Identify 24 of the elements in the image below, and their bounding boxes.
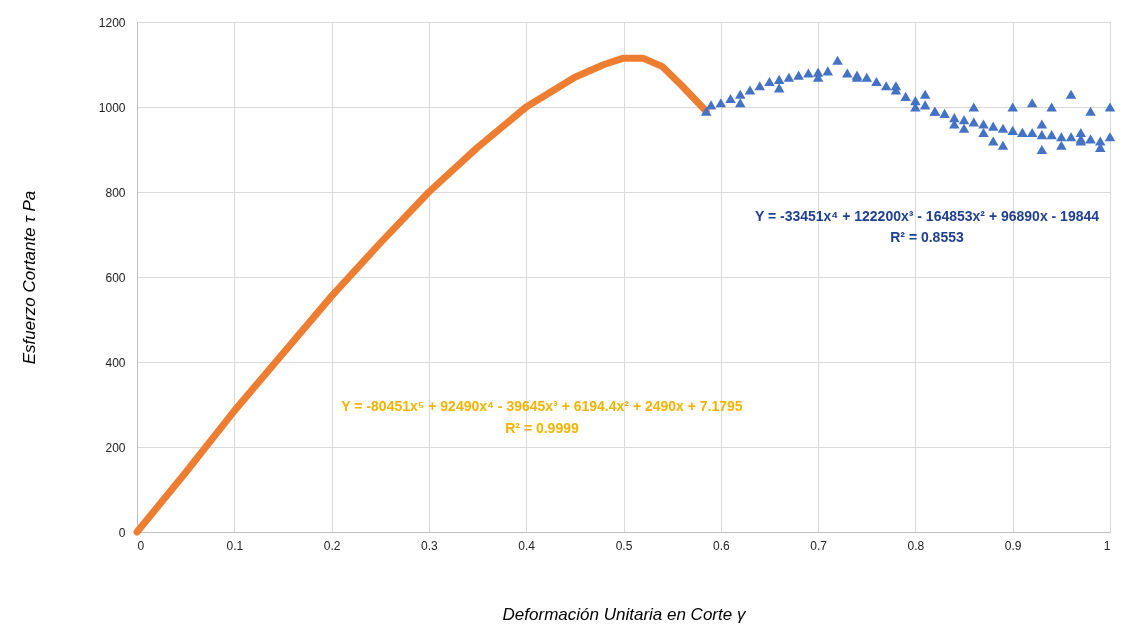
x-tick-label: 0.7 <box>810 538 828 553</box>
y-tick-label: 0 <box>118 525 126 540</box>
x-tick-label: 1 <box>1103 538 1111 553</box>
annotation: Y = -80451x⁵ + 92490x⁴ - 39645x³ + 6194.4x² + 2490x + 7.1795 <box>341 398 743 414</box>
x-axis-title: Deformación Unitaria en Corte γ <box>502 604 747 624</box>
x-tick-label: 0.5 <box>615 538 633 553</box>
annotation: R² = 0.9999 <box>505 420 579 436</box>
x-tick-label: 0.4 <box>518 538 536 553</box>
x-tick-label: 0.9 <box>1004 538 1022 553</box>
y-axis-title: Esfuerzo Cortante τ Pa <box>19 190 39 365</box>
y-tick-label: 800 <box>105 185 126 200</box>
x-tick-label: 0.8 <box>907 538 925 553</box>
y-tick-label: 600 <box>105 270 126 285</box>
annotation: Y = -33451x⁴ + 122200x³ - 164853x² + 96890x - 19844 <box>754 208 1100 224</box>
y-tick-label: 200 <box>105 440 126 455</box>
x-tick-label: 0.2 <box>323 538 341 553</box>
x-tick-label: 0.6 <box>712 538 730 553</box>
y-tick-label: 1000 <box>98 100 126 115</box>
y-tick-label: 1200 <box>98 15 126 30</box>
x-tick-label: 0.3 <box>421 538 439 553</box>
x-tick-label: 0.1 <box>226 538 244 553</box>
x-tick-label: 0 <box>137 538 145 553</box>
y-tick-label: 400 <box>105 355 126 370</box>
annotation: R² = 0.8553 <box>890 229 964 245</box>
